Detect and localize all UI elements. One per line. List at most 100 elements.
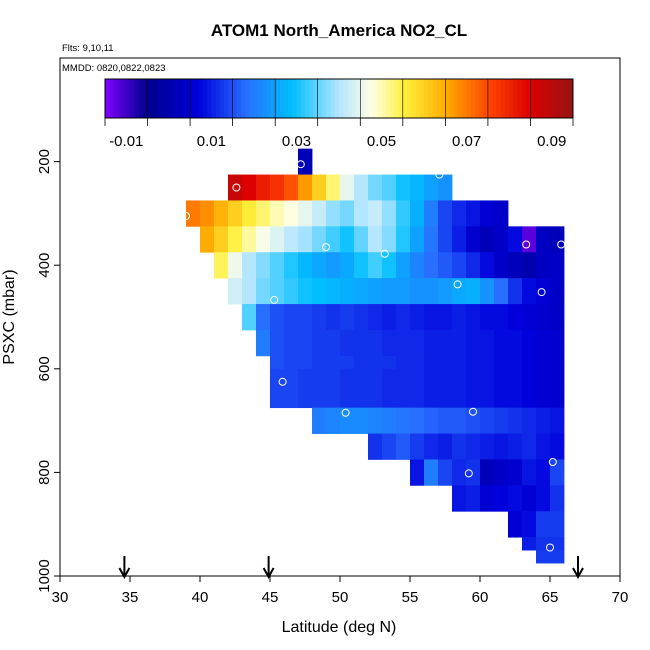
heatmap-cell xyxy=(200,213,215,227)
heatmap-cell xyxy=(298,394,313,409)
heatmap-cell xyxy=(466,433,481,447)
colorbar-segment xyxy=(270,79,276,118)
colorbar-segment xyxy=(113,79,119,118)
colorbar-segment xyxy=(181,79,187,118)
heatmap-cell xyxy=(354,291,369,305)
heatmap-cell xyxy=(354,252,369,266)
colorbar-tick-label: -0.01 xyxy=(109,133,143,150)
heatmap-cell xyxy=(536,239,551,253)
heatmap-cell xyxy=(410,381,425,396)
flight-marker xyxy=(537,288,546,297)
heatmap-cell xyxy=(494,317,509,331)
heatmap-cell xyxy=(298,161,313,175)
heatmap-cell xyxy=(452,381,467,396)
heatmap-cell xyxy=(466,368,481,383)
heatmap-cell xyxy=(410,278,425,292)
heatmap-cell xyxy=(550,433,565,447)
heatmap-cell xyxy=(452,265,467,279)
heatmap-cell xyxy=(214,213,229,227)
heatmap-cell xyxy=(326,420,341,434)
heatmap-cell xyxy=(186,213,201,227)
heatmap-cell xyxy=(256,304,271,318)
heatmap-cell xyxy=(354,226,369,240)
heatmap-cell xyxy=(368,394,383,409)
heatmap-cell xyxy=(424,317,439,331)
colorbar-frame xyxy=(104,78,574,119)
heatmap-cell xyxy=(284,342,299,357)
arrow-head xyxy=(262,567,275,580)
heatmap-cell xyxy=(298,148,313,162)
heatmap-cell xyxy=(340,291,355,305)
heatmap-cell xyxy=(270,355,285,370)
heatmap-cell xyxy=(522,317,537,331)
heatmap-cell xyxy=(550,226,565,240)
colorbar-segment xyxy=(130,79,136,118)
heatmap-cell xyxy=(508,329,523,344)
heatmap-cell xyxy=(382,368,397,383)
heatmap-cell xyxy=(326,265,341,279)
heatmap-cell xyxy=(424,278,439,292)
colorbar: -0.01 0.01 0.03 0.05 0.07 0.09 xyxy=(104,78,574,150)
arrow-head xyxy=(572,567,584,580)
heatmap-cell xyxy=(312,407,327,421)
heatmap-cell xyxy=(508,317,523,331)
heatmap-cell xyxy=(480,252,495,266)
heatmap-cell xyxy=(424,446,439,460)
heatmap-cell xyxy=(396,174,411,188)
heatmap-cell xyxy=(452,291,467,305)
heatmap-cell xyxy=(214,200,229,214)
flights-label: Flts: 9,10,11 xyxy=(62,43,114,54)
heatmap-cell xyxy=(424,472,439,486)
heatmap-cell xyxy=(480,200,495,214)
heatmap-cell xyxy=(312,226,327,240)
heatmap-cell xyxy=(242,174,257,188)
heatmap-cell xyxy=(298,200,313,214)
heatmap-cell xyxy=(382,252,397,266)
heatmap-cell xyxy=(438,265,453,279)
heatmap-cell xyxy=(438,459,453,473)
heatmap-cell xyxy=(270,342,285,357)
colorbar-segment xyxy=(262,79,268,118)
colorbar-segment xyxy=(343,79,348,118)
heatmap-cell xyxy=(298,317,313,331)
heatmap-cell xyxy=(382,446,397,460)
heatmap-cell xyxy=(298,278,313,292)
heatmap-cell xyxy=(312,381,327,396)
heatmap-cell xyxy=(270,226,285,240)
heatmap-cell xyxy=(256,329,271,344)
heatmap-cell xyxy=(508,498,523,512)
heatmap-cell xyxy=(424,459,439,473)
latitude-arrows xyxy=(118,556,584,580)
heatmap-cell xyxy=(410,291,425,305)
heatmap-cell xyxy=(298,265,313,279)
flight-marker xyxy=(296,160,305,169)
heatmap-cell xyxy=(298,291,313,305)
heatmap-cell xyxy=(550,537,565,551)
x-tick-label: 35 xyxy=(122,589,139,606)
heatmap-cell xyxy=(452,394,467,409)
heatmap-cell xyxy=(452,317,467,331)
colorbar-segment xyxy=(513,79,519,118)
colorbar-segment xyxy=(568,79,574,118)
heatmap-cell xyxy=(410,420,425,434)
heatmap-cell xyxy=(340,381,355,396)
heatmap-cell xyxy=(368,239,383,253)
heatmap-cell xyxy=(270,394,285,409)
heatmap-cell xyxy=(228,200,243,214)
heatmap-cell xyxy=(410,317,425,331)
heatmap-cell xyxy=(312,420,327,434)
heatmap-cell xyxy=(536,329,551,344)
heatmap-cell xyxy=(480,342,495,357)
heatmap-cell xyxy=(466,342,481,357)
heatmap-cell xyxy=(410,394,425,409)
heatmap-cell xyxy=(298,368,313,383)
colorbar-segment xyxy=(479,79,485,118)
x-tick-label: 65 xyxy=(542,589,559,606)
colorbar-segment xyxy=(526,79,531,118)
heatmap-cell xyxy=(354,200,369,214)
colorbar-segment xyxy=(496,79,502,118)
colorbar-segment xyxy=(504,79,510,118)
heatmap-cell xyxy=(550,252,565,266)
heatmap-cell xyxy=(424,407,439,421)
heatmap-cell xyxy=(494,200,509,214)
